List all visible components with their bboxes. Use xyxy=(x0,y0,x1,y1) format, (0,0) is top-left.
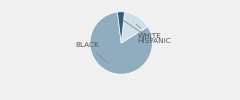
Wedge shape xyxy=(117,12,125,43)
Wedge shape xyxy=(90,12,152,74)
Text: WHITE: WHITE xyxy=(136,24,161,39)
Text: BLACK: BLACK xyxy=(75,42,108,63)
Wedge shape xyxy=(121,12,148,43)
Text: HISPANIC: HISPANIC xyxy=(123,20,171,44)
